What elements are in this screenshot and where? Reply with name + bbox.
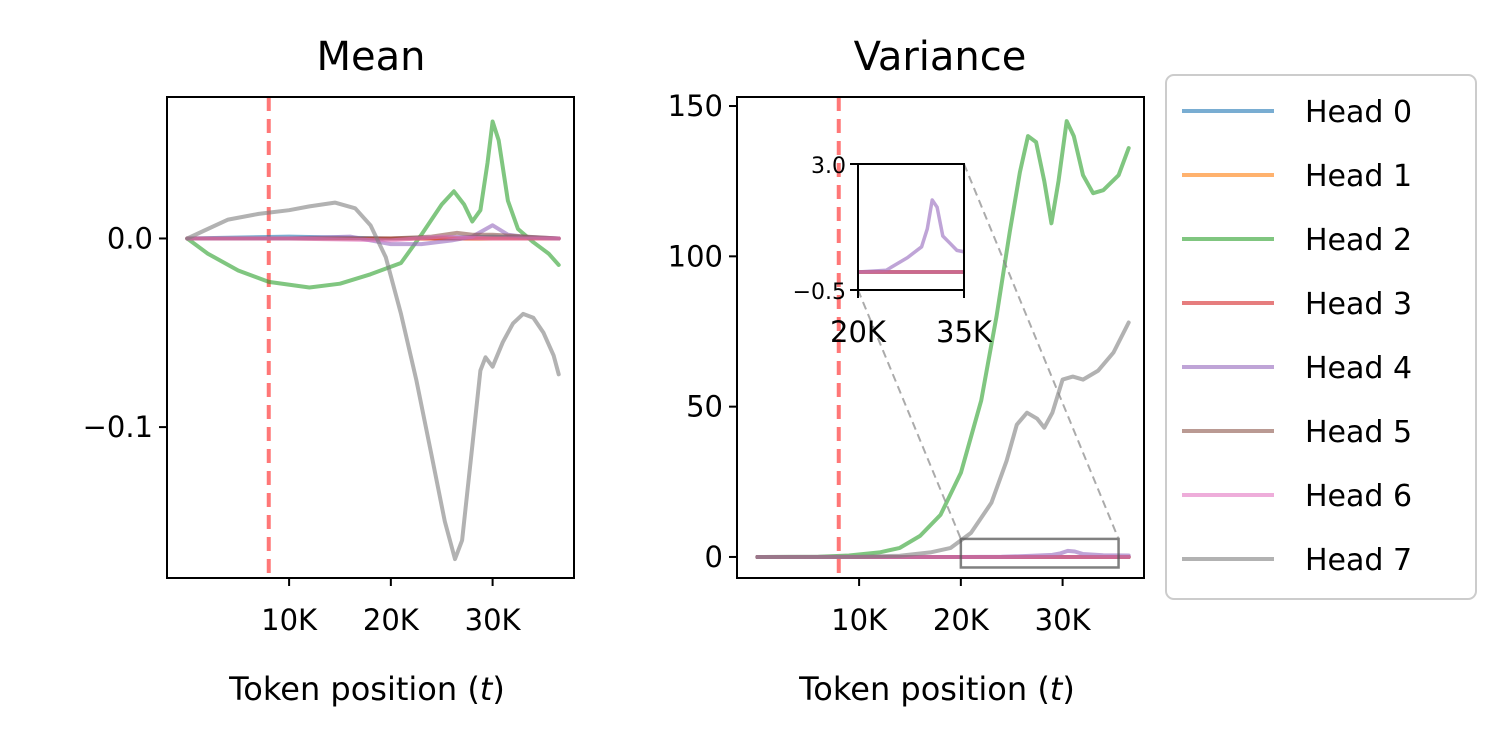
legend-frame xyxy=(1165,74,1477,600)
variance-ytick-label: 0 xyxy=(705,540,723,574)
legend-item-head-4: Head 4 xyxy=(1182,351,1412,386)
variance-zoom-box xyxy=(959,537,1120,569)
inset-xtick-label: 20K xyxy=(830,315,887,349)
mean-xlabel-var: t xyxy=(480,670,494,708)
mean-xtick-label: 10K xyxy=(261,603,318,637)
variance-ytick-label: 100 xyxy=(668,239,723,273)
mean-subplot: Mean 10K 20K 30K 0.0 −0.1 Token position (t) xyxy=(83,34,575,708)
variance-subplot: Variance 10K 20K 30K 150 100 50 0 20K 35K 3.0 −0.5… xyxy=(668,34,1145,708)
legend-label: Head 7 xyxy=(1305,543,1412,578)
variance-xtick-label: 30K xyxy=(1035,603,1092,637)
legend-label: Head 0 xyxy=(1305,95,1412,130)
legend-item-head-7: Head 7 xyxy=(1182,543,1412,578)
legend-item-head-6: Head 6 xyxy=(1182,479,1412,514)
variance-title: Variance xyxy=(854,34,1027,80)
legend: Head 0 Head 1 Head 2 Head 3 Head 4 Head 5 Head… xyxy=(1165,74,1477,600)
legend-label: Head 4 xyxy=(1305,351,1412,386)
mean-xlabel: Token position (t) xyxy=(228,670,505,708)
variance-xlabel-close: ) xyxy=(1062,670,1074,708)
mean-xlabel-text: Token position ( xyxy=(228,670,480,708)
variance-xlabel: Token position (t) xyxy=(798,670,1075,708)
legend-label: Head 3 xyxy=(1305,287,1412,322)
mean-ytick-label: 0.0 xyxy=(107,221,153,255)
inset-xtick-label: 35K xyxy=(936,315,993,349)
variance-inset: 20K 35K 3.0 −0.5 xyxy=(793,154,993,349)
mean-ytick-label: −0.1 xyxy=(83,410,153,444)
inset-ytick-label: 3.0 xyxy=(811,154,846,179)
mean-xlabel-close: ) xyxy=(492,670,504,708)
mean-axes-frame xyxy=(166,96,575,579)
variance-plot-area: 10K 20K 30K 150 100 50 0 20K 35K 3.0 −0.5 xyxy=(668,89,1145,637)
mean-xtick-label: 20K xyxy=(363,603,420,637)
mean-series-head-2 xyxy=(185,119,561,290)
inset-frame xyxy=(857,163,965,291)
legend-item-head-5: Head 5 xyxy=(1182,415,1412,450)
variance-series-head-2 xyxy=(755,119,1131,559)
inset-ytick-label: −0.5 xyxy=(793,280,846,305)
inset-connector-right xyxy=(963,163,1120,540)
variance-xtick-label: 20K xyxy=(933,603,990,637)
legend-label: Head 1 xyxy=(1305,159,1412,194)
legend-item-head-0: Head 0 xyxy=(1182,95,1412,130)
mean-title: Mean xyxy=(317,34,426,80)
inset-connector-left xyxy=(857,289,962,540)
variance-xlabel-text: Token position ( xyxy=(798,670,1050,708)
legend-item-head-1: Head 1 xyxy=(1182,159,1412,194)
variance-ytick-label: 150 xyxy=(668,89,723,123)
variance-ytick-label: 50 xyxy=(686,390,723,424)
legend-item-head-2: Head 2 xyxy=(1182,223,1412,258)
legend-label: Head 6 xyxy=(1305,479,1412,514)
mean-xtick-label: 30K xyxy=(465,603,522,637)
variance-axes-frame xyxy=(736,96,1145,579)
mean-series-head-7 xyxy=(185,200,561,562)
variance-series-head-7 xyxy=(755,320,1131,559)
mean-series-head-6 xyxy=(185,234,561,243)
legend-label: Head 2 xyxy=(1305,223,1412,258)
mean-plot-area: 10K 20K 30K 0.0 −0.1 xyxy=(83,96,575,637)
variance-xtick-label: 10K xyxy=(831,603,888,637)
legend-label: Head 5 xyxy=(1305,415,1412,450)
inset-background xyxy=(858,164,964,290)
variance-xlabel-var: t xyxy=(1050,670,1064,708)
legend-item-head-3: Head 3 xyxy=(1182,287,1412,322)
